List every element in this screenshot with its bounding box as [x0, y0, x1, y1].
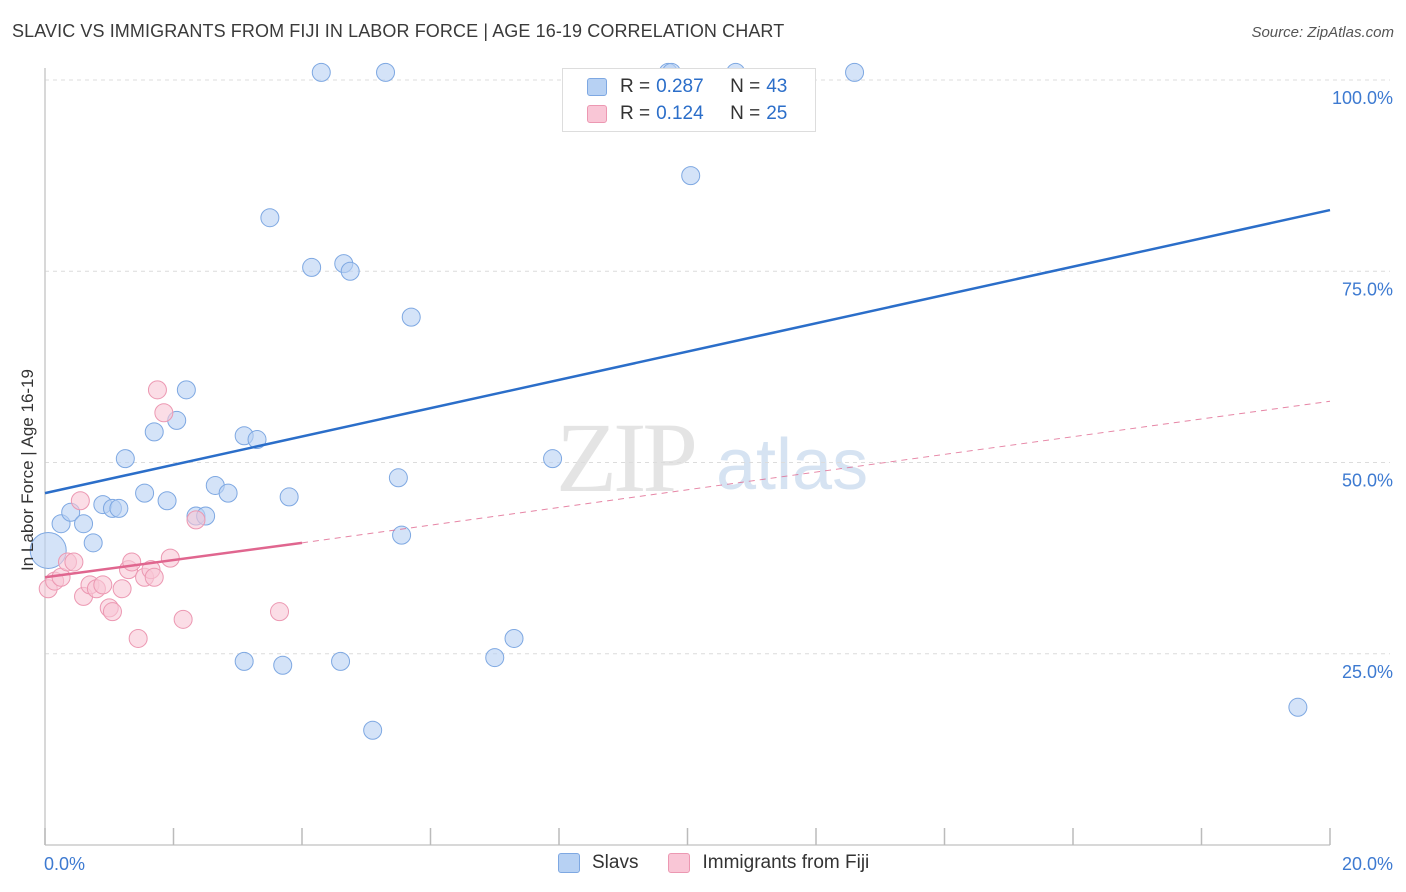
- legend-label-slavs: Slavs: [592, 852, 639, 873]
- fiji-trend-extension: [301, 400, 1331, 544]
- data-point: [681, 166, 701, 186]
- series-legend: Slavs Immigrants from Fiji: [558, 852, 899, 874]
- data-point: [128, 628, 148, 648]
- data-point: [102, 602, 122, 622]
- data-point: [147, 380, 167, 400]
- data-point: [144, 422, 164, 442]
- stats-legend-row-slavs: R = 0.287 N = 43: [587, 75, 787, 99]
- data-point: [401, 307, 421, 327]
- y-tick-label: 50.0%: [1342, 471, 1393, 491]
- data-point: [83, 533, 103, 553]
- stats-legend-row-fiji: R = 0.124 N = 25: [587, 102, 787, 126]
- data-point: [392, 525, 412, 545]
- data-point: [388, 468, 408, 488]
- data-point: [234, 651, 254, 671]
- data-point: [363, 720, 383, 740]
- data-point: [376, 62, 396, 82]
- slavs-swatch: [587, 78, 607, 96]
- y-tick-label: 100.0%: [1332, 88, 1393, 108]
- data-point: [247, 430, 267, 450]
- data-point: [135, 483, 155, 503]
- data-point: [311, 62, 331, 82]
- data-point: [279, 487, 299, 507]
- data-point: [543, 449, 563, 469]
- data-point: [64, 552, 84, 572]
- data-point: [173, 609, 193, 629]
- data-point: [273, 655, 293, 675]
- data-point: [504, 628, 524, 648]
- data-point: [29, 531, 67, 569]
- data-point: [122, 552, 142, 572]
- data-point: [157, 491, 177, 511]
- data-point: [70, 491, 90, 511]
- n-label: N =: [730, 76, 761, 97]
- watermark-atlas: atlas: [716, 425, 869, 505]
- x-tick-label: 20.0%: [1342, 854, 1393, 874]
- n-value: 43: [766, 76, 788, 97]
- source-label: Source: ZipAtlas.com: [1251, 24, 1394, 41]
- r-value: 0.287: [656, 76, 704, 97]
- data-point: [115, 449, 135, 469]
- series-pink-points: [38, 380, 290, 648]
- data-point: [93, 575, 113, 595]
- data-point: [74, 514, 94, 534]
- data-point: [260, 208, 280, 228]
- data-point: [1288, 697, 1308, 717]
- fiji-trend-line: [44, 541, 303, 579]
- legend-item-slavs[interactable]: Slavs: [558, 852, 638, 874]
- data-point: [109, 498, 129, 518]
- n-label: N =: [730, 103, 761, 124]
- data-point: [144, 567, 164, 587]
- data-point: [112, 579, 132, 599]
- r-label: R =: [620, 103, 651, 124]
- data-point: [340, 261, 360, 281]
- y-tick-label: 25.0%: [1342, 662, 1393, 682]
- data-point: [186, 510, 206, 530]
- data-point: [176, 380, 196, 400]
- data-point: [160, 548, 180, 568]
- y-tick-label: 75.0%: [1342, 279, 1393, 299]
- legend-label-fiji: Immigrants from Fiji: [702, 852, 870, 873]
- y-axis-label: In Labor Force | Age 16-19: [18, 369, 37, 571]
- slavs-trend-line: [44, 208, 1331, 495]
- x-tick-label: 0.0%: [44, 854, 85, 874]
- slavs-legend-swatch: [558, 853, 580, 873]
- data-point: [331, 651, 351, 671]
- data-point: [485, 648, 505, 668]
- chart-title: SLAVIC VS IMMIGRANTS FROM FIJI IN LABOR …: [12, 21, 785, 41]
- n-value: 25: [766, 103, 788, 124]
- r-value: 0.124: [656, 103, 704, 124]
- data-point: [302, 257, 322, 277]
- data-point: [154, 403, 174, 423]
- legend-item-fiji[interactable]: Immigrants from Fiji: [668, 852, 869, 874]
- watermark-zip: ZIP: [556, 402, 698, 513]
- data-point: [270, 602, 290, 622]
- r-label: R =: [620, 76, 651, 97]
- fiji-swatch: [587, 105, 607, 123]
- data-point: [845, 62, 865, 82]
- data-point: [218, 483, 238, 503]
- stats-legend: R = 0.287 N = 43 R = 0.124 N = 25: [562, 68, 816, 132]
- series-blue-points: [29, 62, 1308, 740]
- fiji-legend-swatch: [668, 853, 691, 873]
